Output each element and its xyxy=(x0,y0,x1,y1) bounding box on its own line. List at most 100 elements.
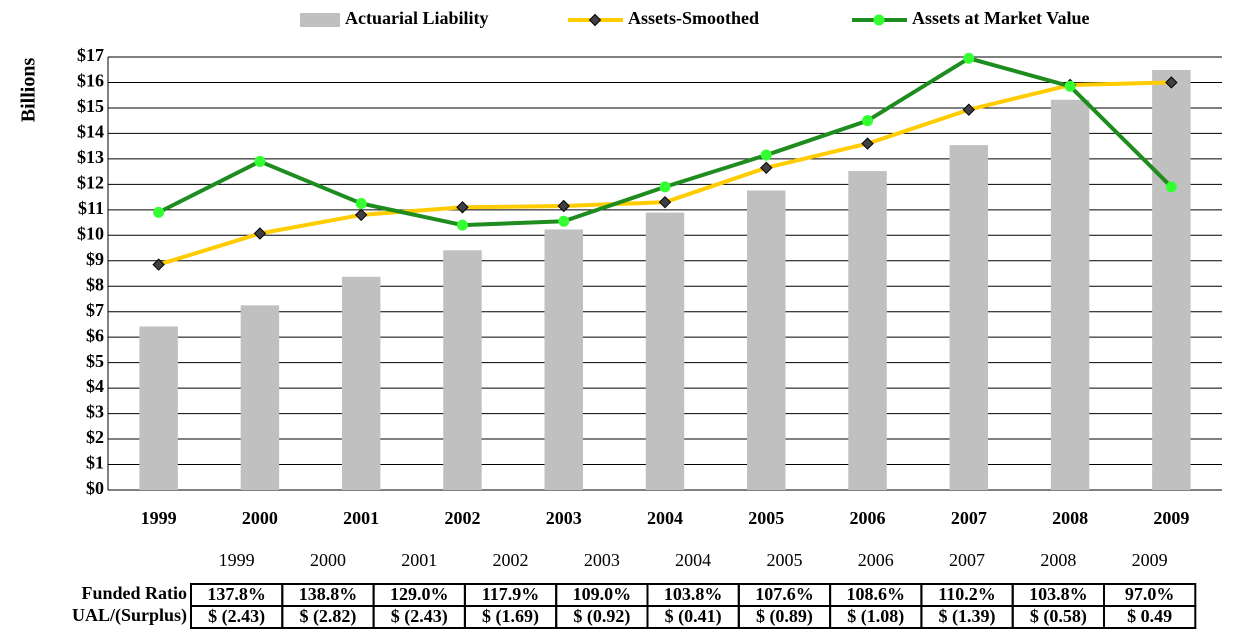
y-tick-label: $9 xyxy=(86,249,104,269)
table-column-label: 2000 xyxy=(310,550,346,570)
table-column-label: 2006 xyxy=(858,550,894,570)
table-row-label: UAL/(Surplus) xyxy=(72,605,187,626)
table-column-label: 2002 xyxy=(493,550,529,570)
table-column-label: 2005 xyxy=(766,550,802,570)
marker xyxy=(963,52,975,64)
marker xyxy=(1064,80,1076,92)
table-cell-text: 107.6% xyxy=(755,584,814,604)
table-cell-text: 137.8% xyxy=(207,584,266,604)
y-tick-label: $8 xyxy=(86,274,104,294)
x-tick-label: 2004 xyxy=(647,508,683,528)
marker xyxy=(658,195,672,209)
legend-label: Assets-Smoothed xyxy=(628,8,759,28)
marker xyxy=(1165,181,1177,193)
marker xyxy=(558,215,570,227)
table-column-label: 1999 xyxy=(219,550,255,570)
bar xyxy=(240,305,280,490)
x-tick-label: 2001 xyxy=(343,508,379,528)
bar xyxy=(848,171,887,491)
y-tick-label: $3 xyxy=(86,402,104,422)
marker xyxy=(253,227,267,240)
table-column-label: 2004 xyxy=(675,550,711,570)
legend-label: Actuarial Liability xyxy=(345,8,489,28)
table-cell-text: $ (0.92) xyxy=(573,606,630,627)
x-tick-label: 2008 xyxy=(1052,508,1088,528)
y-tick-label: $6 xyxy=(86,325,104,345)
y-tick-label: $11 xyxy=(78,198,104,218)
y-tick-label: $10 xyxy=(77,223,104,243)
x-tick-label: 2003 xyxy=(546,508,582,528)
marker xyxy=(153,206,165,218)
y-axis-label: Billions xyxy=(18,58,40,123)
table-cell-text: $ (0.41) xyxy=(665,606,722,627)
bar xyxy=(1050,99,1090,490)
table-cell-text: $ (2.43) xyxy=(208,606,265,627)
marker xyxy=(152,258,165,271)
marker xyxy=(862,115,874,127)
table-cell-text: $ (0.89) xyxy=(756,606,813,627)
table-cell-text: 109.0% xyxy=(573,584,632,604)
table-column-label: 2009 xyxy=(1132,550,1168,570)
table-cell-text: 129.0% xyxy=(390,584,449,604)
table-cell-text: 117.9% xyxy=(482,584,540,604)
y-tick-label: $0 xyxy=(86,478,104,498)
table-cell-text: $ (1.39) xyxy=(939,606,996,627)
table-cell-text: 110.2% xyxy=(938,584,996,604)
marker xyxy=(962,103,976,116)
marker xyxy=(760,149,772,161)
table-cell-text: $ (2.43) xyxy=(391,606,448,627)
table-column-label: 2007 xyxy=(949,550,985,570)
y-tick-label: $13 xyxy=(77,147,104,167)
table-cell-text: $ (1.69) xyxy=(482,606,539,627)
table-cell-text: $ (0.58) xyxy=(1030,606,1087,627)
x-tick-label: 2000 xyxy=(242,508,278,528)
bar xyxy=(139,326,178,490)
y-tick-label: $14 xyxy=(77,122,104,142)
bar xyxy=(544,229,583,490)
y-tick-label: $15 xyxy=(77,96,104,116)
bar xyxy=(949,145,989,490)
marker xyxy=(861,137,874,150)
marker xyxy=(254,155,266,167)
y-tick-label: $2 xyxy=(86,427,104,447)
legend-marker xyxy=(873,14,885,26)
y-tick-label: $5 xyxy=(86,351,104,371)
bar xyxy=(341,276,381,490)
bar xyxy=(1152,69,1191,491)
y-tick-label: $7 xyxy=(86,300,104,320)
marker xyxy=(354,208,368,222)
table-cell-text: $ (2.82) xyxy=(299,606,356,627)
y-tick-label: $17 xyxy=(77,45,104,65)
table-cell xyxy=(1103,605,1197,629)
legend-swatch xyxy=(300,13,340,27)
marker xyxy=(355,197,367,209)
marker xyxy=(557,199,570,213)
legend-label: Assets at Market Value xyxy=(912,8,1090,28)
table-cell-text: 103.8% xyxy=(1029,584,1088,604)
legend-marker xyxy=(588,13,602,27)
table-column-label: 2001 xyxy=(401,550,437,570)
y-tick-label: $12 xyxy=(77,172,104,192)
table-cell-text: $ 0.49 xyxy=(1127,606,1172,626)
y-tick-label: $1 xyxy=(86,453,104,473)
bar xyxy=(747,190,786,490)
table-cell-text: $ (1.08) xyxy=(847,606,904,627)
x-tick-label: 2009 xyxy=(1153,508,1189,528)
marker xyxy=(456,219,468,231)
y-tick-label: $16 xyxy=(77,71,104,91)
table-cell-text: 108.6% xyxy=(847,584,906,604)
table-cell-text: 103.8% xyxy=(664,584,723,604)
x-tick-label: 2006 xyxy=(850,508,886,528)
x-tick-label: 2002 xyxy=(444,508,480,528)
table-column-label: 2003 xyxy=(584,550,620,570)
marker xyxy=(760,161,773,175)
table-column-label: 2008 xyxy=(1040,550,1076,570)
x-tick-label: 2007 xyxy=(951,508,987,528)
marker xyxy=(456,201,469,214)
y-tick-label: $4 xyxy=(86,376,104,396)
table-cell-text: 138.8% xyxy=(299,584,358,604)
table-cell-text: 97.0% xyxy=(1125,584,1175,604)
bar xyxy=(645,212,685,490)
